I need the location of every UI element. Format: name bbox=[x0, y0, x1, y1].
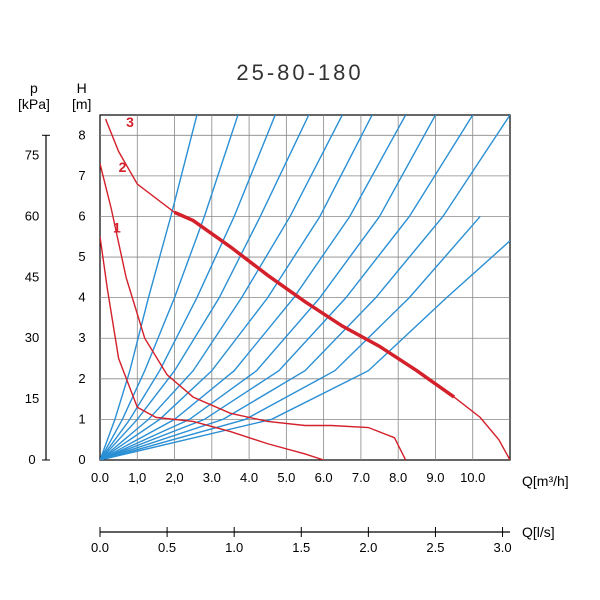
svg-text:5.0: 5.0 bbox=[277, 470, 295, 485]
svg-text:6: 6 bbox=[78, 208, 85, 223]
svg-text:8: 8 bbox=[78, 127, 85, 142]
svg-text:30: 30 bbox=[25, 330, 39, 345]
svg-text:7.0: 7.0 bbox=[352, 470, 370, 485]
svg-text:1: 1 bbox=[78, 411, 85, 426]
svg-text:2.5: 2.5 bbox=[426, 540, 444, 555]
svg-text:10.0: 10.0 bbox=[460, 470, 485, 485]
svg-text:4.0: 4.0 bbox=[240, 470, 258, 485]
svg-text:15: 15 bbox=[25, 391, 39, 406]
svg-text:45: 45 bbox=[25, 269, 39, 284]
svg-text:60: 60 bbox=[25, 208, 39, 223]
pump-curve-chart: 012345678015304560750.01,02,03.04.05.06.… bbox=[0, 0, 600, 600]
svg-text:0.0: 0.0 bbox=[91, 470, 109, 485]
svg-text:0: 0 bbox=[28, 452, 35, 467]
svg-text:0.0: 0.0 bbox=[91, 540, 109, 555]
svg-text:75: 75 bbox=[25, 148, 39, 163]
svg-text:3.0: 3.0 bbox=[494, 540, 512, 555]
svg-text:5: 5 bbox=[78, 249, 85, 264]
svg-text:3.0: 3.0 bbox=[203, 470, 221, 485]
svg-text:0: 0 bbox=[78, 452, 85, 467]
svg-text:0.5: 0.5 bbox=[158, 540, 176, 555]
svg-text:2,0: 2,0 bbox=[166, 470, 184, 485]
svg-text:1.5: 1.5 bbox=[292, 540, 310, 555]
svg-text:1.0: 1.0 bbox=[225, 540, 243, 555]
svg-text:3: 3 bbox=[78, 330, 85, 345]
svg-text:4: 4 bbox=[78, 290, 85, 305]
svg-text:9.0: 9.0 bbox=[426, 470, 444, 485]
svg-text:3: 3 bbox=[126, 114, 134, 130]
svg-text:2: 2 bbox=[119, 159, 127, 175]
svg-text:2.0: 2.0 bbox=[359, 540, 377, 555]
svg-text:2: 2 bbox=[78, 371, 85, 386]
svg-text:7: 7 bbox=[78, 168, 85, 183]
svg-text:8.0: 8.0 bbox=[389, 470, 407, 485]
svg-text:6.0: 6.0 bbox=[315, 470, 333, 485]
svg-text:1,0: 1,0 bbox=[128, 470, 146, 485]
